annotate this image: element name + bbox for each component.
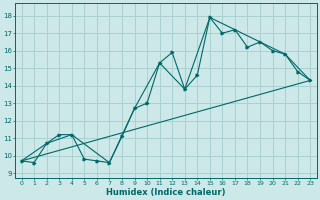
X-axis label: Humidex (Indice chaleur): Humidex (Indice chaleur) [106, 188, 226, 197]
